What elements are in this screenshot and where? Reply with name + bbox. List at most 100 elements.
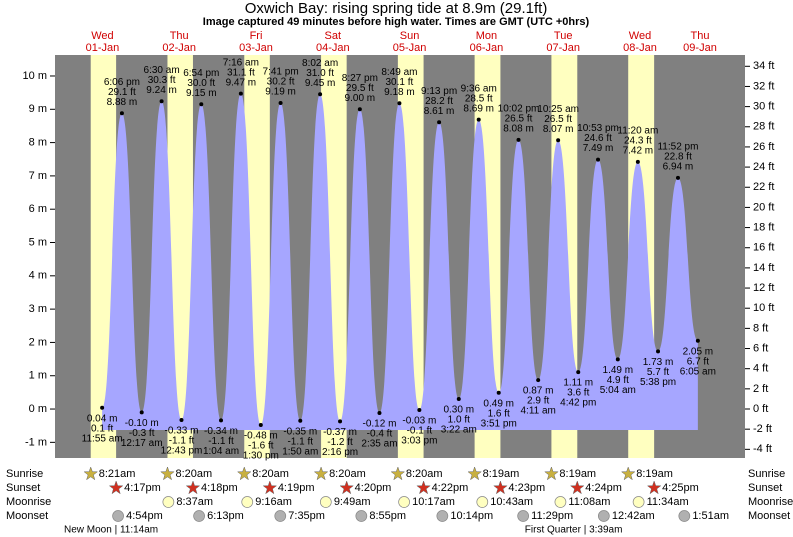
extreme-dot: [516, 137, 521, 142]
event-icon: [554, 496, 567, 508]
extreme-dot: [258, 423, 263, 428]
event-icon: [569, 480, 585, 495]
extreme-label: 9.47 m: [226, 77, 257, 88]
chart-subtitle: Image captured 49 minutes before high wa…: [203, 16, 590, 28]
extreme-label: 6:06 pm: [104, 77, 140, 88]
y2-tick-label: 16 ft: [753, 242, 774, 254]
event-time: 8:19am: [636, 468, 673, 480]
extreme-label: 30.3 ft: [148, 75, 176, 86]
extreme-label: 1:30 pm: [243, 451, 279, 462]
day-date: 09-Jan: [683, 42, 717, 54]
event-icon: [112, 510, 124, 522]
extreme-label: 4:11 am: [520, 406, 555, 417]
extreme-label: -1.1 ft: [169, 436, 195, 447]
extreme-label: 6.94 m: [663, 162, 694, 173]
extreme-label: 3.6 ft: [567, 388, 589, 399]
extreme-label: 0.87 m: [523, 386, 554, 397]
day-date: 02-Jan: [162, 42, 196, 54]
y-tick-label: 8 m: [29, 137, 47, 149]
y-tick-label: 4 m: [29, 270, 47, 282]
y2-tick-label: 4 ft: [753, 363, 768, 375]
extreme-label: -1.1 ft: [208, 436, 234, 447]
event-time: 1:51am: [692, 510, 729, 522]
event-icon: [467, 466, 483, 481]
event-time: 4:54pm: [126, 510, 163, 522]
extreme-dot: [576, 370, 581, 375]
extreme-label: -0.48 m: [244, 431, 278, 442]
extreme-dot: [219, 418, 224, 423]
event-icon: [319, 496, 332, 508]
event-time: 4:19pm: [278, 482, 315, 494]
day-name: Mon: [476, 30, 497, 42]
extreme-label: -0.10 m: [125, 418, 159, 429]
extreme-dot: [675, 175, 680, 180]
extreme-label: -0.1 ft: [407, 426, 433, 437]
extreme-label: -0.37 m: [323, 427, 357, 438]
event-icon: [398, 496, 410, 508]
event-icon: [262, 480, 278, 495]
event-time: 11:34am: [647, 496, 689, 508]
extreme-label: 8.08 m: [503, 124, 534, 135]
extreme-label: 11:20 am: [617, 126, 658, 137]
extreme-dot: [556, 138, 561, 143]
event-time: 12:42am: [612, 510, 655, 522]
extreme-label: 1:50 am: [282, 446, 318, 457]
y2-tick-label: 26 ft: [753, 141, 774, 153]
y-tick-label: 7 m: [29, 170, 47, 182]
day-date: 05-Jan: [393, 42, 427, 54]
y2-tick-label: 0 ft: [753, 403, 768, 415]
y-tick-label: 5 m: [29, 236, 47, 248]
extreme-label: 9.19 m: [265, 87, 296, 98]
row-label: Moonrise: [748, 496, 793, 508]
extreme-label: 2:35 am: [361, 439, 397, 450]
event-icon: [493, 480, 508, 495]
extreme-dot: [139, 410, 144, 415]
extreme-dot: [695, 338, 700, 343]
event-icon: [162, 496, 175, 508]
event-time: 8:21am: [99, 468, 136, 480]
extreme-label: 5:38 pm: [640, 377, 676, 388]
row-label: Sunrise: [6, 468, 43, 480]
extreme-dot: [338, 419, 343, 424]
extreme-label: -1.1 ft: [287, 436, 313, 447]
y2-tick-label: 20 ft: [753, 201, 774, 213]
extreme-label: 4.9 ft: [607, 375, 629, 386]
y2-tick-label: 12 ft: [753, 282, 774, 294]
extreme-label: 31.1 ft: [227, 67, 255, 78]
event-icon: [620, 466, 636, 481]
extreme-label: 2.9 ft: [527, 396, 549, 407]
extreme-label: 30.0 ft: [187, 78, 215, 89]
extreme-label: 8.69 m: [463, 103, 494, 114]
extreme-label: -0.34 m: [204, 426, 238, 437]
extreme-label: 24.3 ft: [624, 136, 652, 147]
event-time: 4:23pm: [508, 482, 545, 494]
event-time: 8:20am: [406, 468, 443, 480]
extreme-label: 0.1 ft: [91, 423, 113, 434]
y2-tick-label: 34 ft: [753, 60, 774, 72]
event-time: 8:55pm: [369, 510, 406, 522]
extreme-label: -0.12 m: [363, 419, 397, 430]
extreme-label: 11:55 am: [82, 433, 123, 444]
event-time: 7:35pm: [288, 510, 325, 522]
extreme-label: -0.03 m: [402, 416, 436, 427]
extreme-dot: [377, 411, 382, 416]
y2-tick-label: 30 ft: [753, 101, 774, 113]
event-time: 11:29pm: [531, 510, 573, 522]
event-icon: [597, 510, 610, 522]
extreme-label: 8.88 m: [107, 97, 138, 108]
y-tick-label: 0 m: [29, 403, 47, 415]
y-tick-label: 6 m: [29, 203, 47, 215]
event-icon: [632, 496, 645, 508]
extreme-label: -0.33 m: [165, 426, 199, 437]
extreme-label: 3:51 pm: [481, 418, 517, 429]
extreme-label: 12:17 am: [121, 438, 163, 449]
event-icon: [241, 496, 254, 508]
extreme-label: 1.11 m: [563, 378, 593, 389]
extreme-dot: [318, 92, 323, 97]
extreme-label: 9:13 pm: [421, 86, 457, 97]
extreme-label: 9.15 m: [186, 88, 217, 99]
row-label: Sunset: [6, 482, 40, 494]
extreme-label: 1.49 m: [603, 365, 634, 376]
row-label: Moonset: [748, 510, 790, 522]
day-date: 08-Jan: [623, 42, 657, 54]
